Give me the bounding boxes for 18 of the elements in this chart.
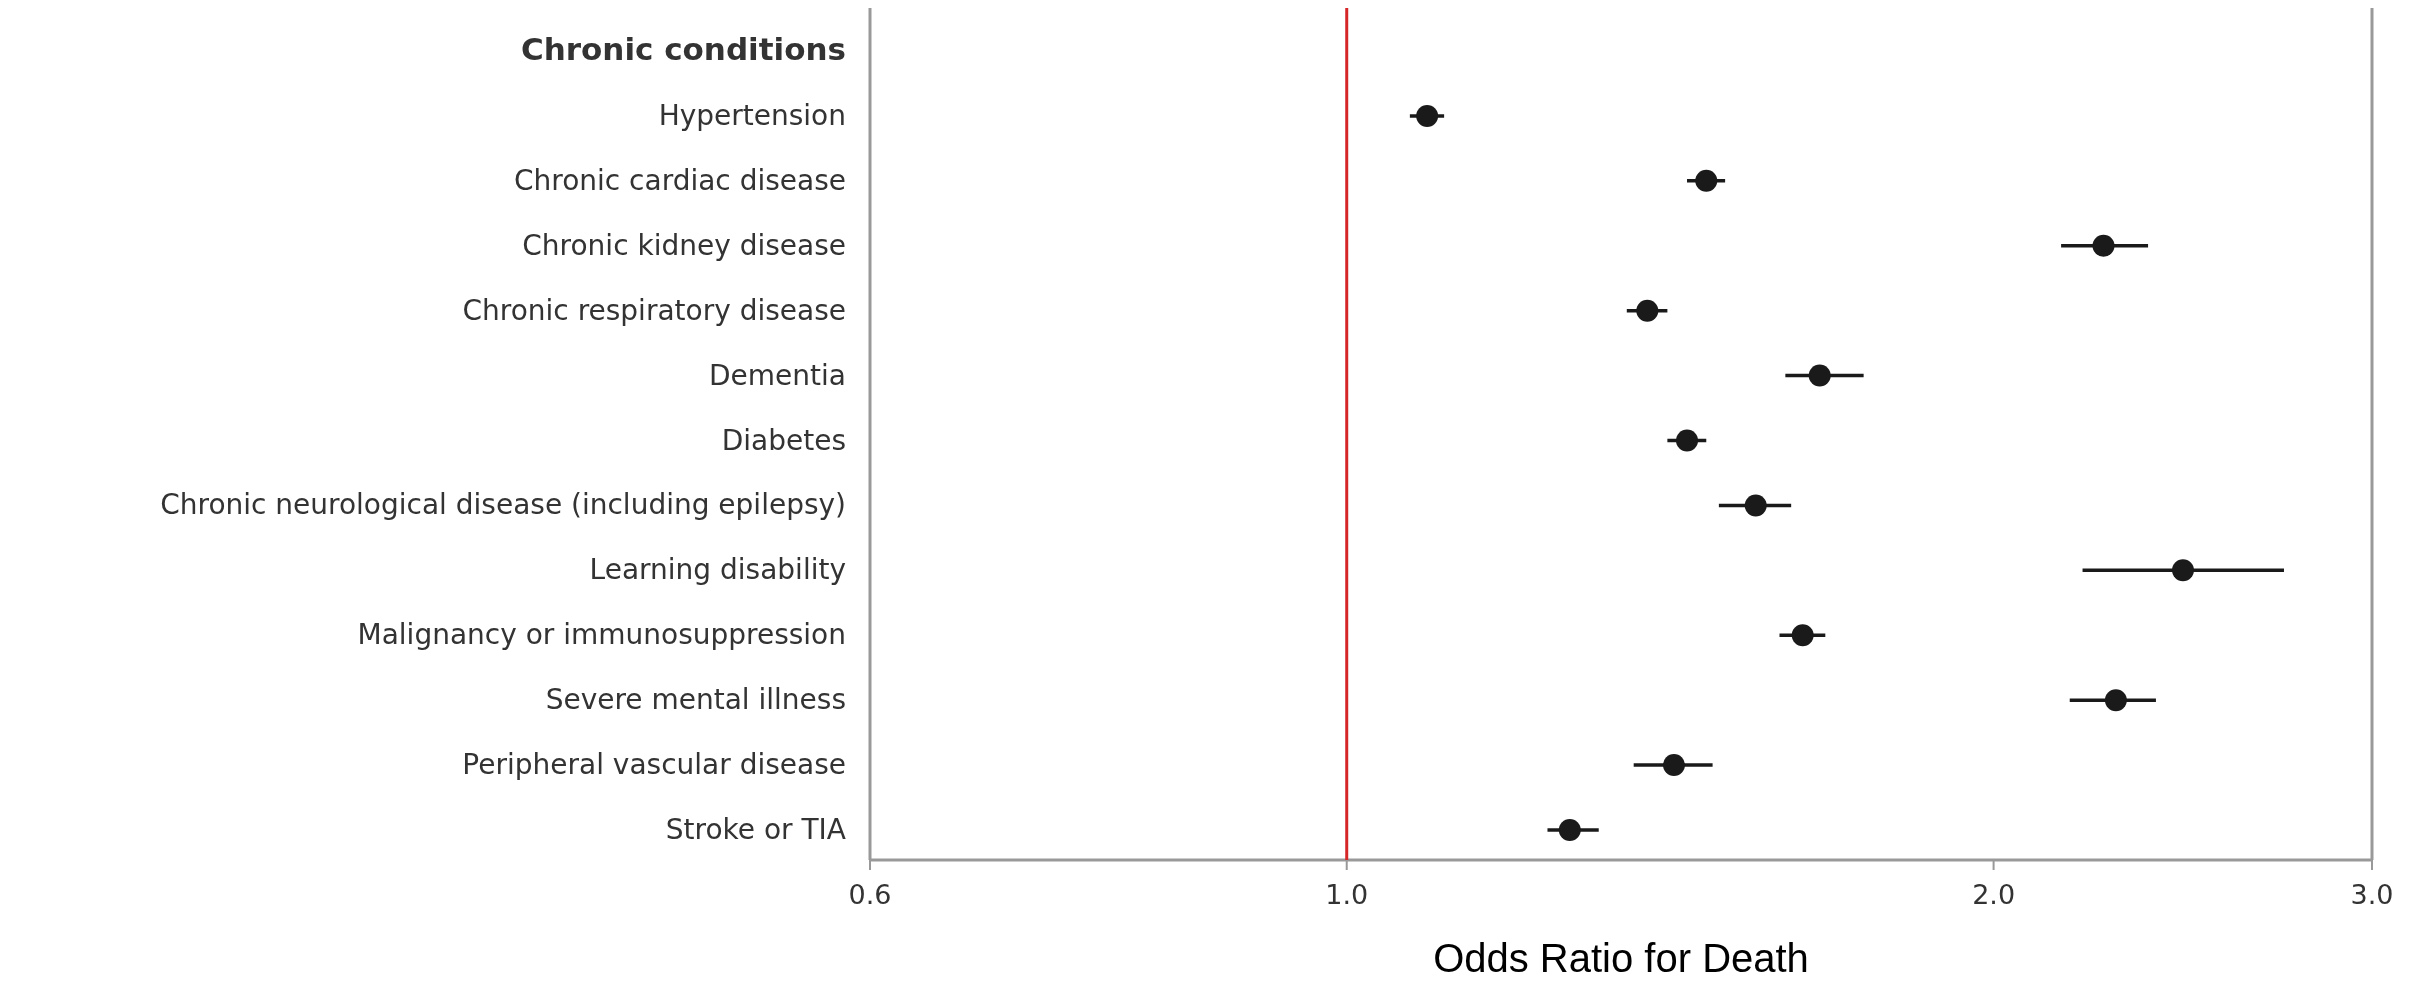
y-tick-label: Dementia	[709, 358, 846, 392]
y-tick-label: Peripheral vascular disease	[462, 748, 846, 782]
x-tick-label: 3.0	[2350, 879, 2394, 910]
y-tick-label: Malignancy or immunosuppression	[357, 618, 846, 652]
y-tick-label: Chronic cardiac disease	[513, 163, 846, 197]
y-tick-label: Learning disability	[589, 553, 846, 587]
y-tick-label: Chronic kidney disease	[522, 228, 846, 262]
x-tick-label: 0.6	[848, 879, 892, 910]
y-tick-label: Chronic conditions	[520, 31, 846, 67]
x-tick-label: 1.0	[1325, 879, 1369, 910]
y-tick-label: Severe mental illness	[545, 683, 846, 717]
y-tick-label: Hypertension	[658, 98, 846, 132]
y-tick-label: Chronic neurological disease (including epilepsy)	[160, 488, 846, 522]
y-tick-label: Stroke or TIA	[665, 813, 846, 846]
y-tick-label: Chronic respiratory disease	[462, 293, 846, 327]
x-tick-label: 2.0	[1972, 879, 2016, 910]
y-tick-label: Diabetes	[721, 423, 846, 457]
x-axis-title: Odds Ratio for Death	[1433, 936, 1809, 980]
